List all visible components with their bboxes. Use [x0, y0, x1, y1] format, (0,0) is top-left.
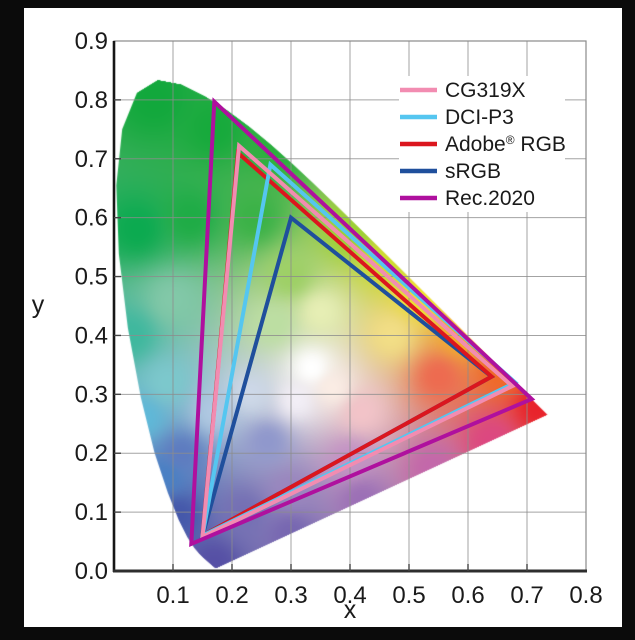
y-tick-label: 0.5 — [75, 264, 108, 291]
x-tick-label: 0.3 — [274, 582, 307, 609]
legend-item-cg319x: CG319X — [400, 79, 526, 102]
y-axis-title: y — [32, 291, 45, 319]
legend-item-dci-p3: DCI-P3 — [400, 106, 514, 129]
y-tick-label: 0.1 — [75, 499, 108, 526]
x-tick-label: 0.8 — [569, 582, 602, 609]
legend-item-rec-2020: Rec.2020 — [400, 187, 535, 210]
x-tick-label: 0.2 — [215, 582, 248, 609]
x-axis-title: x — [344, 596, 357, 624]
y-tick-label: 0.8 — [75, 87, 108, 114]
legend: CG319X DCI-P3 Adobe® RGB sRGB Rec.2020 — [399, 76, 566, 212]
plot-border — [112, 40, 587, 573]
legend-label-adobe-rgb: Adobe® RGB — [445, 133, 566, 156]
y-tick-label: 0.7 — [75, 146, 108, 173]
legend-label-cg319x: CG319X — [445, 79, 526, 102]
x-tick-label: 0.6 — [451, 582, 484, 609]
x-tick-label: 0.7 — [510, 582, 543, 609]
legend-label-rec-2020: Rec.2020 — [445, 187, 535, 210]
y-tick-label: 0.6 — [75, 205, 108, 232]
chart-panel: CG319X DCI-P3 Adobe® RGB sRGB Rec.2020 0.1 0.… — [24, 8, 622, 627]
x-tick-label: 0.1 — [156, 582, 189, 609]
gamut-triangle-rec-2020 — [189, 97, 536, 548]
y-tick-label: 0.2 — [75, 440, 108, 467]
gamut-triangles — [189, 97, 536, 548]
x-tick-label: 0.5 — [392, 582, 425, 609]
y-tick-label: 0.4 — [75, 322, 108, 349]
tick-labels: 0.1 0.2 0.3 0.4 0.5 0.6 0.7 0.8 0.0 0.1 0.2 0.3 0.4 0… — [75, 28, 603, 609]
y-tick-label: 0.9 — [75, 28, 108, 55]
y-tick-label: 0.3 — [75, 381, 108, 408]
x-tick-label: 0.4 — [333, 582, 366, 609]
legend-label-dci-p3: DCI-P3 — [445, 106, 514, 129]
legend-label-srgb: sRGB — [445, 160, 501, 183]
gamut-triangle-cg319x — [200, 141, 516, 541]
gamut-triangle-srgb — [199, 214, 496, 540]
legend-item-srgb: sRGB — [400, 160, 501, 183]
y-tick-label: 0.0 — [75, 558, 108, 585]
legend-item-adobe-rgb: Adobe® RGB — [400, 133, 566, 156]
